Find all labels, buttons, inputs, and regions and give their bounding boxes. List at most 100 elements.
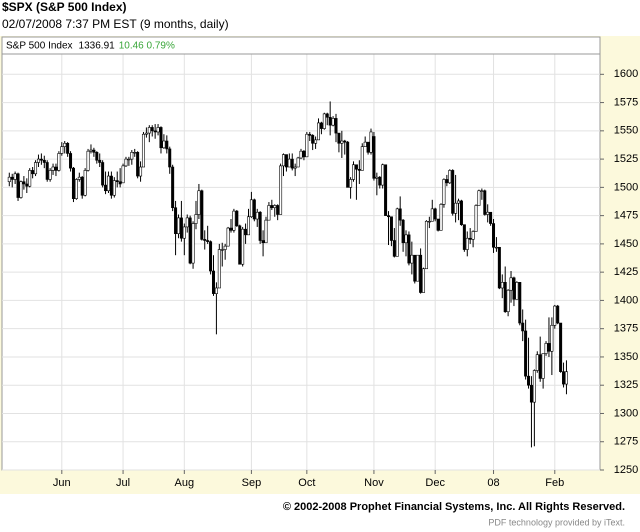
candle-body: [354, 164, 358, 170]
candle-body: [255, 211, 259, 220]
x-tick-label: Jul: [116, 477, 130, 489]
legend-change: 10.46 0.79%: [119, 41, 175, 52]
candle-body: [191, 223, 195, 264]
candle-body: [413, 254, 417, 282]
candle-body: [477, 190, 481, 206]
y-tick-label: 1475: [614, 210, 638, 222]
candle-body: [51, 166, 55, 171]
candle-body: [203, 239, 207, 241]
x-tick-label: Dec: [425, 477, 445, 489]
candle-body: [36, 158, 40, 163]
y-tick-label: 1575: [614, 96, 638, 108]
candle-body: [54, 166, 58, 171]
candle-body: [258, 211, 262, 241]
candle-body: [529, 384, 533, 403]
candle-body: [246, 216, 250, 236]
candle-body: [115, 180, 119, 183]
candle-body: [489, 211, 493, 224]
y-tick-label: 1550: [614, 125, 638, 137]
candle-body: [497, 246, 501, 289]
candle-body: [311, 135, 315, 144]
candle-body: [19, 181, 23, 198]
y-tick-label: 1300: [614, 407, 638, 419]
candle-body: [86, 150, 90, 171]
candle-body: [89, 149, 93, 152]
candle-body: [273, 205, 277, 209]
candle-body: [296, 157, 300, 168]
candle-body: [494, 246, 498, 249]
candle-body: [287, 158, 291, 168]
candle-body: [182, 226, 186, 239]
candle-body: [22, 181, 26, 185]
candle-body: [270, 205, 274, 209]
candle-body: [264, 219, 268, 244]
x-tick-label: Sep: [242, 477, 262, 489]
plot-area: [1, 36, 601, 471]
candle-body: [366, 141, 370, 153]
candle-body: [133, 152, 137, 154]
candle-body: [550, 324, 554, 352]
candle-body: [176, 217, 180, 235]
candle-body: [147, 127, 151, 134]
chart-title: $SPX (S&P 500 Index): [2, 0, 127, 14]
candle-body: [232, 210, 236, 231]
candle-body: [305, 133, 309, 158]
candle-body: [492, 223, 496, 248]
candle-body: [445, 179, 449, 184]
candle-body: [328, 116, 332, 126]
candle-body: [16, 173, 20, 198]
candle-body: [360, 146, 364, 171]
y-tick-label: 1450: [614, 238, 638, 250]
candle-body: [419, 254, 423, 293]
candle-body: [480, 190, 484, 192]
candle-body: [372, 136, 376, 179]
footer: © 2002-2008 Prophet Financial Systems, I…: [283, 501, 625, 513]
candle-body: [398, 208, 402, 221]
candle-body: [185, 217, 189, 228]
candle-body: [101, 162, 105, 186]
y-tick-label: 1525: [614, 153, 638, 165]
candle-body: [451, 170, 455, 214]
candle-body: [7, 176, 11, 183]
candle-body: [179, 217, 183, 239]
candle-body: [293, 166, 297, 169]
candle-body: [369, 131, 373, 153]
x-tick-label: Jun: [53, 477, 71, 489]
candle-body: [118, 181, 122, 185]
y-tick-label: 1250: [614, 464, 638, 476]
candle-body: [63, 142, 67, 147]
candle-body: [171, 166, 175, 209]
candle-body: [25, 183, 29, 187]
candle-body: [197, 190, 201, 215]
y-tick-label: 1325: [614, 379, 638, 391]
candle-body: [524, 330, 528, 377]
candle-body: [217, 249, 221, 289]
y-tick-label: 1425: [614, 266, 638, 278]
candle-body: [127, 158, 131, 161]
y-tick-label: 1600: [614, 68, 638, 80]
x-tick-label: Feb: [545, 477, 564, 489]
candle-body: [317, 122, 321, 141]
candle-body: [211, 270, 215, 294]
candle-body: [395, 208, 399, 257]
candle-body: [375, 176, 379, 179]
candle-body: [404, 234, 408, 244]
candle-body: [290, 158, 294, 169]
candle-body: [547, 343, 551, 352]
legend-last: 1336.91: [79, 41, 116, 52]
candle-body: [562, 371, 566, 385]
candle-body: [378, 176, 382, 186]
candle-body: [331, 118, 335, 126]
candle-body: [314, 139, 318, 144]
candle-body: [527, 375, 531, 386]
candle-body: [112, 180, 116, 196]
candle-body: [349, 179, 353, 188]
candle-body: [159, 127, 163, 149]
candle-body: [194, 214, 198, 224]
candle-body: [459, 200, 463, 225]
candle-body: [214, 287, 218, 294]
candle-body: [381, 164, 385, 186]
candle-body: [439, 204, 443, 231]
candle-body: [34, 162, 38, 175]
candle-body: [384, 164, 388, 216]
